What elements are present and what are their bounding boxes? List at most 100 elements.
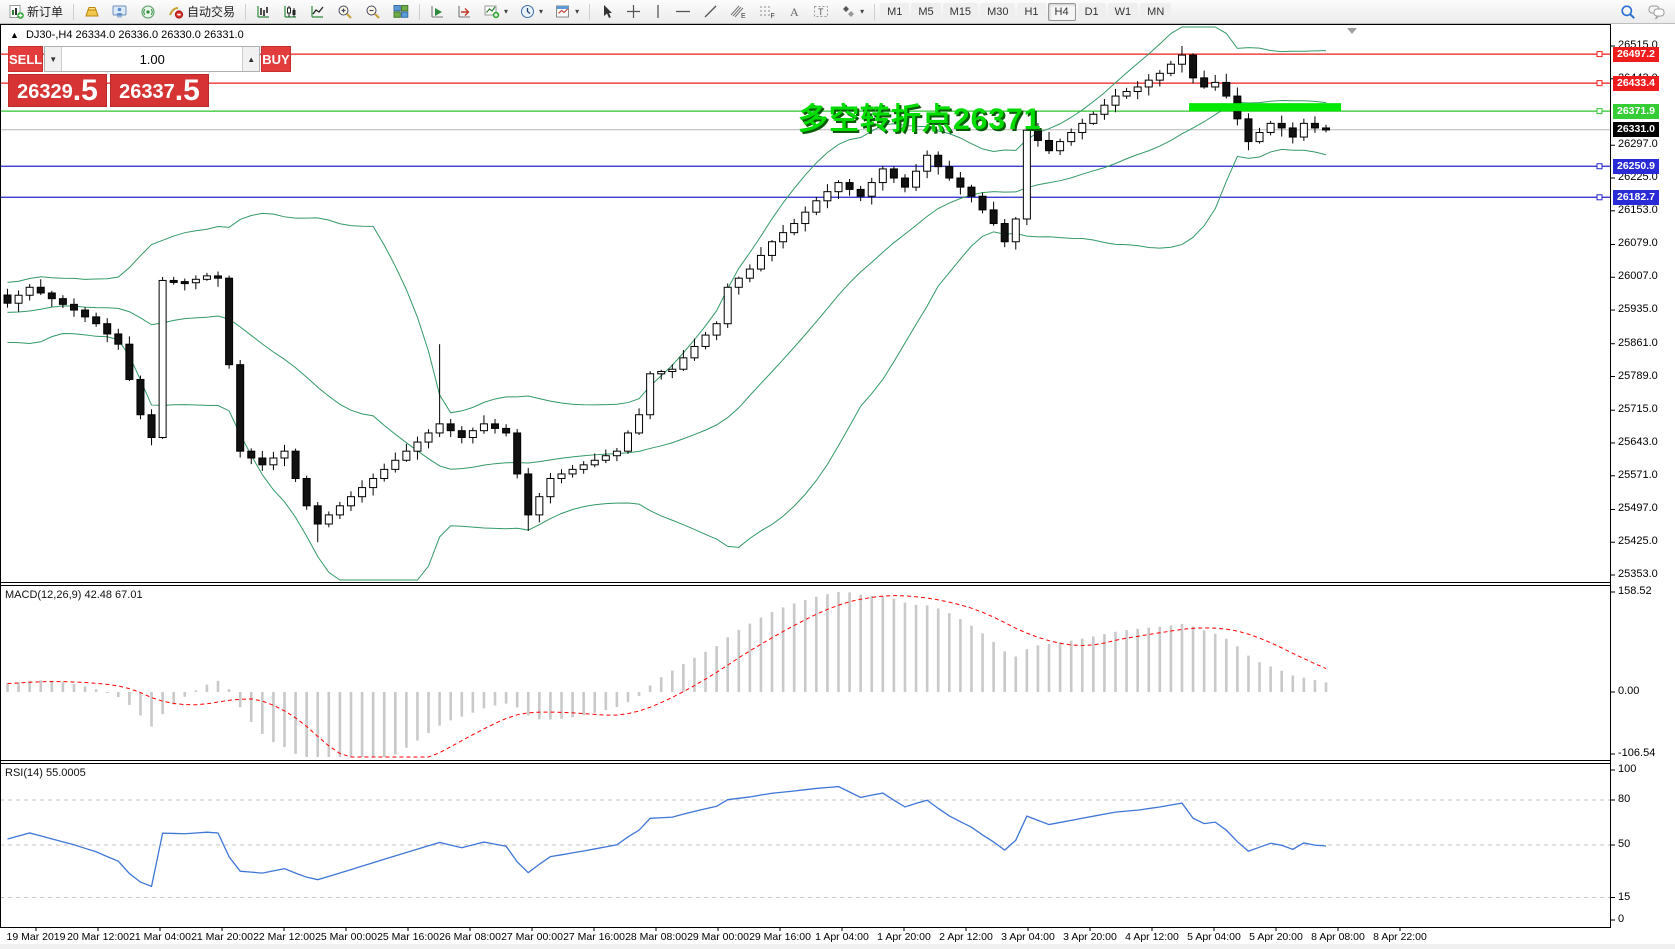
clock-icon [521,5,535,18]
time-axis-label: 22 Mar 12:00 [253,931,315,943]
time-axis-label: 1 Apr 20:00 [877,931,931,943]
crosshair-icon [627,5,641,18]
buy-button[interactable]: BUY [261,46,291,72]
timeframe-h1[interactable]: H1 [1017,2,1046,21]
auto-scroll-icon [431,6,444,18]
time-axis-label: 20 Mar 12:00 [67,931,129,943]
new-order-button[interactable]: 新订单 [4,2,68,22]
sell-button[interactable]: SELL [8,46,44,72]
svg-text:T: T [818,7,824,17]
line-handle[interactable] [1596,80,1603,87]
line-handle[interactable] [1596,108,1603,115]
highlight-trend-segment[interactable] [1189,103,1342,112]
auto-trading-button[interactable]: 自动交易 [163,2,240,22]
text-label-button[interactable]: T [808,2,834,22]
templates-button[interactable]: ▾ [550,2,584,22]
vertical-line-icon [657,5,659,18]
cursor-button[interactable] [595,2,619,22]
buy-price-int: 26337 [119,81,175,103]
auto-scroll-button[interactable] [425,2,450,22]
timeframe-m15[interactable]: M15 [942,2,979,21]
time-axis-label: 29 Mar 00:00 [687,931,749,943]
tile-windows-button[interactable] [388,2,414,22]
timeframe-m5[interactable]: M5 [911,2,941,21]
rsi-axis-label: 0 [1618,913,1625,925]
zoom-out-button[interactable] [360,2,386,22]
chat-button[interactable] [1643,2,1671,22]
time-axis-label: 8 Apr 08:00 [1311,931,1365,943]
separator [589,3,591,20]
auto-trading-label: 自动交易 [187,5,236,19]
volume-input[interactable] [62,47,243,71]
time-axis-label: 29 Mar 16:00 [749,931,811,943]
chart-text-annotation[interactable]: 多空转折点26371 [798,103,1042,136]
pivot-price-badge: 26371.9 [1613,103,1659,119]
signals-button[interactable] [135,2,161,22]
indicators-button[interactable]: ▾ [479,2,513,22]
separator [73,3,75,20]
timeframe-h4[interactable]: H4 [1047,2,1076,21]
timeframe-d1[interactable]: D1 [1077,2,1106,21]
time-axis-label: 3 Apr 20:00 [1063,931,1117,943]
line-chart-button[interactable] [305,2,330,22]
support-price-badge: 26250.9 [1613,158,1659,174]
auto-trading-icon [169,7,184,19]
ohlc-values: 26334.0 26336.0 26330.0 26331.0 [75,29,244,41]
line-handle[interactable] [1596,194,1603,201]
line-chart-icon [311,6,324,18]
resistance-price-badge: 26433.4 [1613,75,1659,91]
volume-decrease-button[interactable]: ▼ [45,47,63,71]
equidistant-channel-icon: E [730,5,746,19]
one-click-trading-panel: SELL ▼ ▲ BUY 26329 .5 26337 .5 [8,46,291,107]
separator [419,3,421,20]
rsi-line [7,785,1327,888]
equidistant-channel-button[interactable]: E [725,2,752,22]
timeframe-m1[interactable]: M1 [880,2,910,21]
zoom-in-button[interactable] [332,2,358,22]
crosshair-button[interactable] [621,2,646,22]
timeframe-m30[interactable]: M30 [980,2,1016,21]
arrows-button[interactable]: ▾ [836,2,869,22]
bollinger-band [7,26,1327,414]
fibonacci-button[interactable]: F [754,2,781,22]
user-monitor-icon [112,5,127,18]
bollinger-band [7,148,1327,581]
price-tick-label: 26007.0 [1618,270,1658,283]
chart-shift-marker[interactable] [1347,28,1357,34]
bar-chart-button[interactable] [251,2,276,22]
dropdown-caret: ▾ [860,7,865,16]
periods-button[interactable]: ▾ [515,2,548,22]
line-handle[interactable] [1596,51,1603,58]
template-icon [556,5,570,18]
trendline-button[interactable] [698,2,723,22]
sell-price-box[interactable]: 26329 .5 [8,74,107,107]
price-tick-label: 25789.0 [1618,369,1658,382]
price-tick-label: 25861.0 [1618,336,1658,349]
collapse-arrow-icon[interactable]: ▲ [10,30,19,40]
volume-increase-button[interactable]: ▲ [242,47,260,71]
text-icon: A [790,5,799,19]
buy-price-box[interactable]: 26337 .5 [110,74,209,107]
timeframe-mn[interactable]: MN [1140,2,1172,21]
horizontal-line-button[interactable] [670,2,696,22]
gold-bar-button[interactable] [79,2,105,22]
dropdown-caret: ▾ [504,7,509,16]
price-tick-label: 25571.0 [1618,468,1658,481]
dropdown-caret: ▾ [575,7,580,16]
text-button[interactable]: A [783,2,806,22]
support-price-badge: 26182.7 [1613,189,1659,205]
time-axis-label: 27 Mar 00:00 [501,931,563,943]
line-handle[interactable] [1596,163,1603,170]
tile-windows-icon [393,5,409,18]
candlestick-chart-button[interactable] [278,2,303,22]
time-axis-label: 21 Mar 04:00 [129,931,191,943]
community-button[interactable] [107,2,133,22]
chart-shift-button[interactable] [452,2,477,22]
rsi-indicator-label: RSI(14) 55.0005 [5,767,86,779]
timeframe-w1[interactable]: W1 [1107,2,1139,21]
price-tick-label: 25353.0 [1618,567,1658,580]
search-button[interactable] [1615,2,1641,22]
price-tick-label: 25497.0 [1618,502,1658,515]
vertical-line-button[interactable] [648,2,668,22]
